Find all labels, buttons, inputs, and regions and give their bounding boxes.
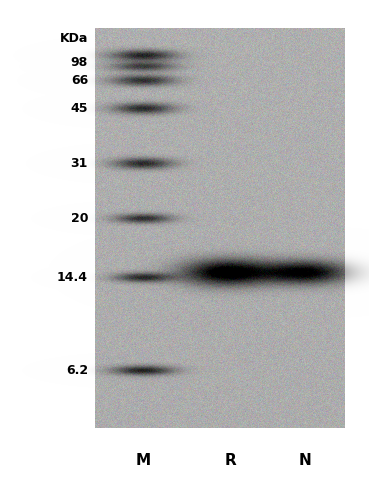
Text: M: M bbox=[135, 453, 151, 468]
Text: 98: 98 bbox=[71, 55, 88, 69]
Text: 20: 20 bbox=[70, 212, 88, 225]
Text: KDa: KDa bbox=[60, 32, 88, 45]
Text: N: N bbox=[299, 453, 311, 468]
Text: 14.4: 14.4 bbox=[57, 270, 88, 283]
Text: 6.2: 6.2 bbox=[66, 364, 88, 376]
Text: 45: 45 bbox=[70, 102, 88, 115]
Text: 66: 66 bbox=[71, 74, 88, 87]
Text: R: R bbox=[224, 453, 236, 468]
Text: 31: 31 bbox=[70, 156, 88, 169]
